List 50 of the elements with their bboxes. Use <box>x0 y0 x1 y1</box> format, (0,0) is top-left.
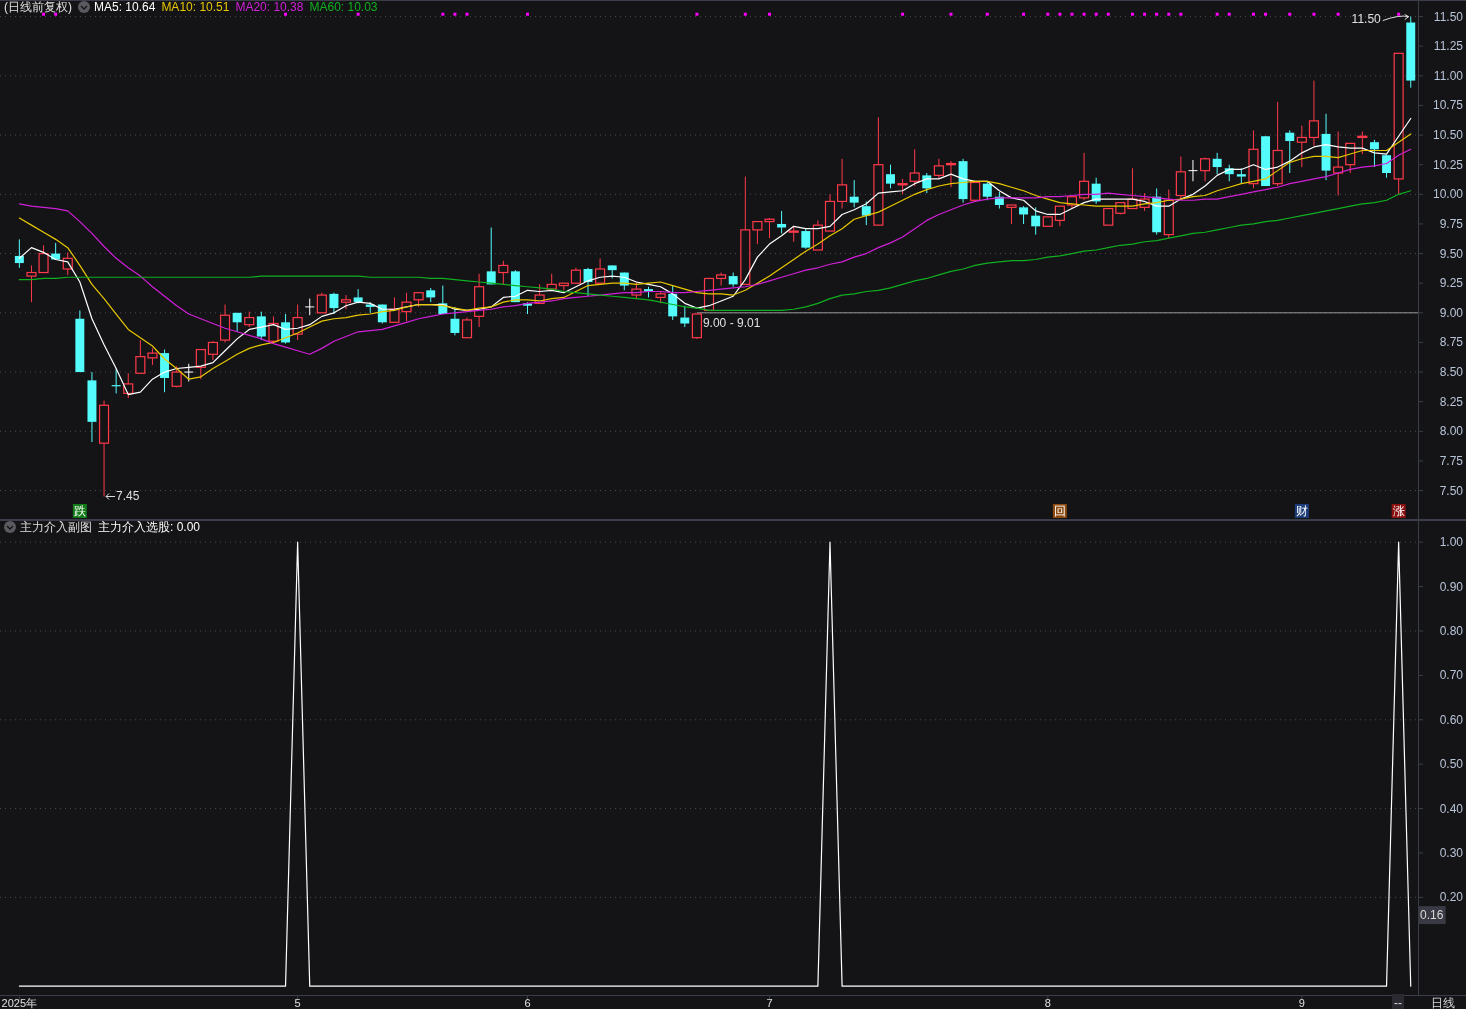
y-tick-label: 10.25 <box>1432 157 1464 172</box>
line-series <box>18 148 1412 355</box>
y-tick-label: 7.50 <box>1439 483 1464 498</box>
chart-title: 主力介入副图 <box>20 520 92 534</box>
text: MA5: 10.64 <box>94 0 156 14</box>
text: 0.16 <box>1420 908 1444 923</box>
y-tick-label: 0.30 <box>1439 845 1464 860</box>
text: 主力介入选股: 0.00 <box>98 520 201 534</box>
y-tick-label: 0.40 <box>1439 801 1464 816</box>
annotation: 回 <box>1053 504 1066 518</box>
y-tick-label: 10.50 <box>1432 128 1464 143</box>
x-tick-label: 2025年 <box>1 997 38 1009</box>
y-tick-label: 8.75 <box>1439 335 1464 350</box>
annotation: 11.50 <box>1351 11 1382 26</box>
y-tick-label: 8.50 <box>1439 365 1464 380</box>
y-tick-label: 0.70 <box>1439 668 1464 683</box>
y-tick-label: 10.75 <box>1432 98 1464 113</box>
chart-title: (日线前复权) <box>4 0 72 14</box>
text: -- <box>1394 996 1402 1009</box>
x-tick-label: 8 <box>1044 997 1051 1009</box>
y-tick-label: 0.50 <box>1439 757 1464 772</box>
y-tick-label: 0.80 <box>1439 623 1464 638</box>
annotation: 财 <box>1295 504 1308 518</box>
y-tick-label: 8.25 <box>1439 394 1464 409</box>
y-tick-label: 11.25 <box>1433 39 1464 54</box>
text: MA10: 10.51 <box>161 0 230 14</box>
annotation: 跌 <box>73 504 86 518</box>
y-tick-label: 9.00 <box>1439 305 1464 320</box>
ref-line-label: 9.00 - 9.01 <box>702 315 761 330</box>
y-tick-label: 10.00 <box>1432 187 1464 202</box>
y-tick-label: 7.75 <box>1439 453 1464 468</box>
y-tick-label: 0.20 <box>1439 890 1464 905</box>
y-tick-label: 9.25 <box>1439 276 1464 291</box>
annotation: 7.45 <box>116 489 140 504</box>
x-tick-label: 7 <box>766 997 773 1009</box>
text: MA20: 10.38 <box>235 0 304 14</box>
y-tick-label: 11.50 <box>1433 9 1464 24</box>
y-tick-label: 9.50 <box>1439 246 1464 261</box>
text: 日线 <box>1431 996 1455 1009</box>
y-tick-label: 1.00 <box>1439 535 1464 550</box>
y-tick-label: 11.00 <box>1433 68 1464 83</box>
x-tick-label: 6 <box>524 997 531 1009</box>
annotation: 涨 <box>1392 504 1405 518</box>
y-tick-label: 9.75 <box>1439 216 1464 231</box>
x-tick-label: 9 <box>1298 997 1305 1009</box>
text: MA60: 10.03 <box>309 0 378 14</box>
y-tick-label: 0.60 <box>1439 712 1464 727</box>
y-tick-label: 0.90 <box>1439 579 1464 594</box>
x-tick-label: 5 <box>294 997 301 1009</box>
y-tick-label: 8.00 <box>1439 424 1464 439</box>
